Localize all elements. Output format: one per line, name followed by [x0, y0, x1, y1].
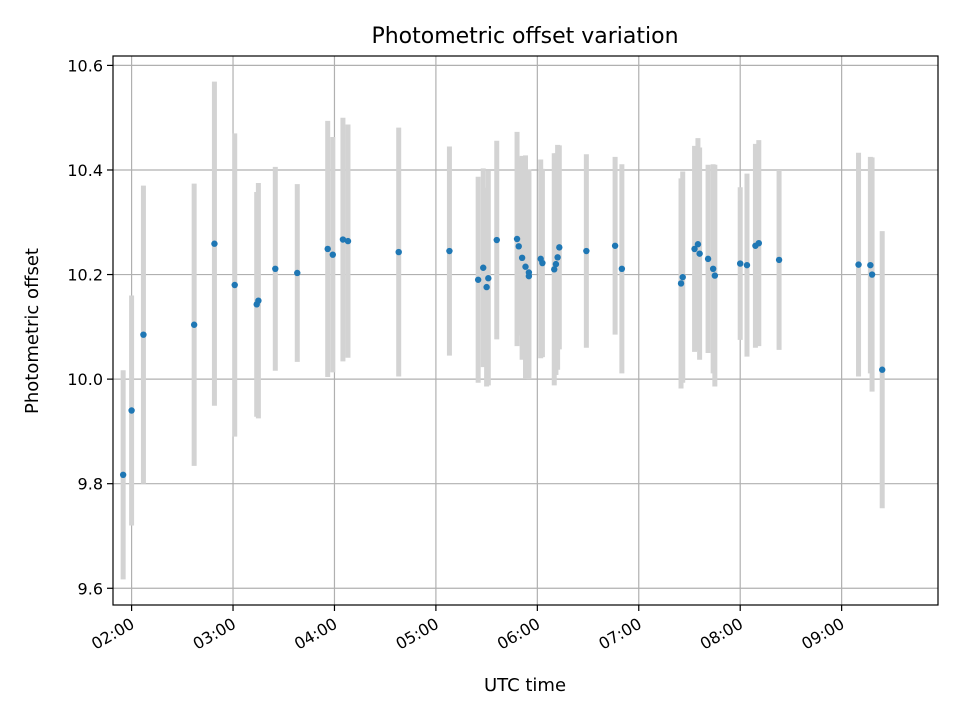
data-point [879, 366, 886, 373]
y-tick-label: 10.4 [67, 161, 103, 180]
data-point [737, 260, 744, 267]
data-point [231, 281, 238, 289]
data-point [691, 245, 698, 253]
data-point [480, 264, 487, 271]
data-point [119, 471, 127, 479]
data-point [867, 261, 874, 269]
data-point [211, 240, 218, 247]
data-point [140, 331, 147, 338]
plot-frame [112, 55, 939, 606]
data-point [522, 263, 529, 270]
data-point [677, 280, 685, 287]
data-point [339, 236, 347, 243]
data-points [119, 235, 886, 479]
y-tick-label: 9.6 [78, 579, 103, 598]
data-point [556, 244, 563, 251]
data-point [485, 275, 492, 282]
data-point [518, 254, 526, 262]
data-point [324, 245, 331, 253]
data-point [515, 243, 522, 250]
data-point [679, 273, 686, 281]
data-point [272, 265, 279, 273]
data-point [294, 269, 301, 277]
data-point [329, 251, 336, 258]
data-point [551, 266, 558, 273]
data-point [709, 265, 717, 273]
data-point [493, 236, 500, 244]
chart-title: Photometric offset variation [371, 24, 678, 49]
data-point [855, 261, 862, 268]
data-point [868, 271, 876, 278]
data-point [344, 237, 352, 245]
data-point [255, 297, 262, 304]
data-point [775, 256, 783, 264]
y-tick-label: 10.0 [67, 370, 103, 389]
data-point [395, 248, 402, 256]
data-point [483, 283, 490, 291]
data-point [446, 247, 453, 255]
y-tick-label: 10.2 [67, 266, 103, 285]
data-point [525, 269, 533, 276]
data-point [128, 407, 135, 414]
data-point [694, 241, 702, 248]
x-axis-label: UTC time [484, 675, 566, 696]
data-point [583, 247, 590, 255]
data-point [755, 239, 762, 247]
y-axis-ticks: 9.6 9.8 10.0 10.2 10.4 10.6 [67, 56, 113, 598]
data-point [513, 235, 521, 243]
data-point [474, 276, 482, 283]
data-point [743, 261, 751, 269]
data-point [539, 259, 546, 267]
y-tick-label: 10.6 [67, 56, 103, 75]
y-axis-label: Photometric offset [22, 248, 43, 414]
data-point [554, 254, 561, 261]
data-point [711, 272, 719, 279]
data-point [611, 242, 619, 249]
data-point [618, 265, 626, 273]
data-point [552, 260, 560, 268]
data-point [696, 250, 703, 257]
data-point [190, 321, 198, 328]
data-point [704, 255, 712, 263]
y-tick-label: 9.8 [78, 475, 103, 494]
